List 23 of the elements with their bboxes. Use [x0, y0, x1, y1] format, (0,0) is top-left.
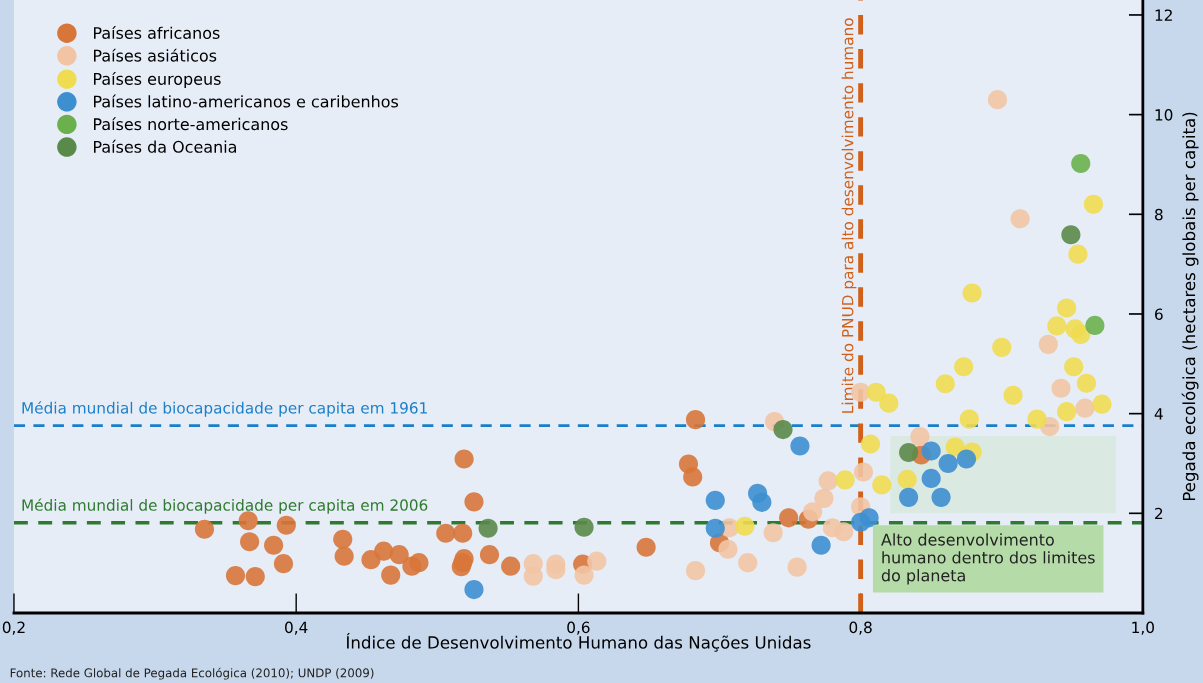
- annotation: Alto desenvolvimento humano dentro dos limites do planeta: [881, 533, 1095, 585]
- x-tick-label: 0,2: [2, 621, 25, 635]
- x-tick-label: 0,4: [285, 621, 308, 635]
- ref-line-label: Limite do PNUD para alto desenvolvimento humano: [841, 18, 857, 413]
- ref-line-label: Média mundial de biocapacidade per capita em 1961: [22, 401, 427, 417]
- y-tick-label: 8: [1155, 208, 1163, 221]
- ref-line-label: Média mundial de biocapacidade per capita em 2006: [22, 498, 428, 514]
- y-tick-label: 6: [1155, 308, 1163, 320]
- legend-label: Países da Oceania: [94, 139, 236, 153]
- legend-label: Países norte-americanos: [94, 117, 288, 131]
- x-tick-label: 0,8: [849, 621, 872, 635]
- x-tick-label: 1,0: [1132, 621, 1154, 635]
- legend-label: Países asiáticos: [94, 48, 217, 62]
- legend-label: Países africanos: [94, 26, 220, 39]
- y-tick-label: 10: [1155, 109, 1173, 121]
- y-tick-label: 12: [1155, 9, 1172, 21]
- x-tick-label: 0,6: [567, 621, 590, 635]
- y-tick-label: 2: [1155, 507, 1163, 520]
- source-note: Fonte: Rede Global de Pegada Ecológica (2010); UNDP (2009): [10, 667, 374, 680]
- y-tick-label: 4: [1154, 408, 1163, 420]
- legend-label: Países europeus: [94, 71, 221, 89]
- legend-label: Países latino-americanos e caribenhos: [94, 94, 399, 108]
- y-axis-title: Pegada ecológica (hectares globais per capita): [1181, 112, 1199, 501]
